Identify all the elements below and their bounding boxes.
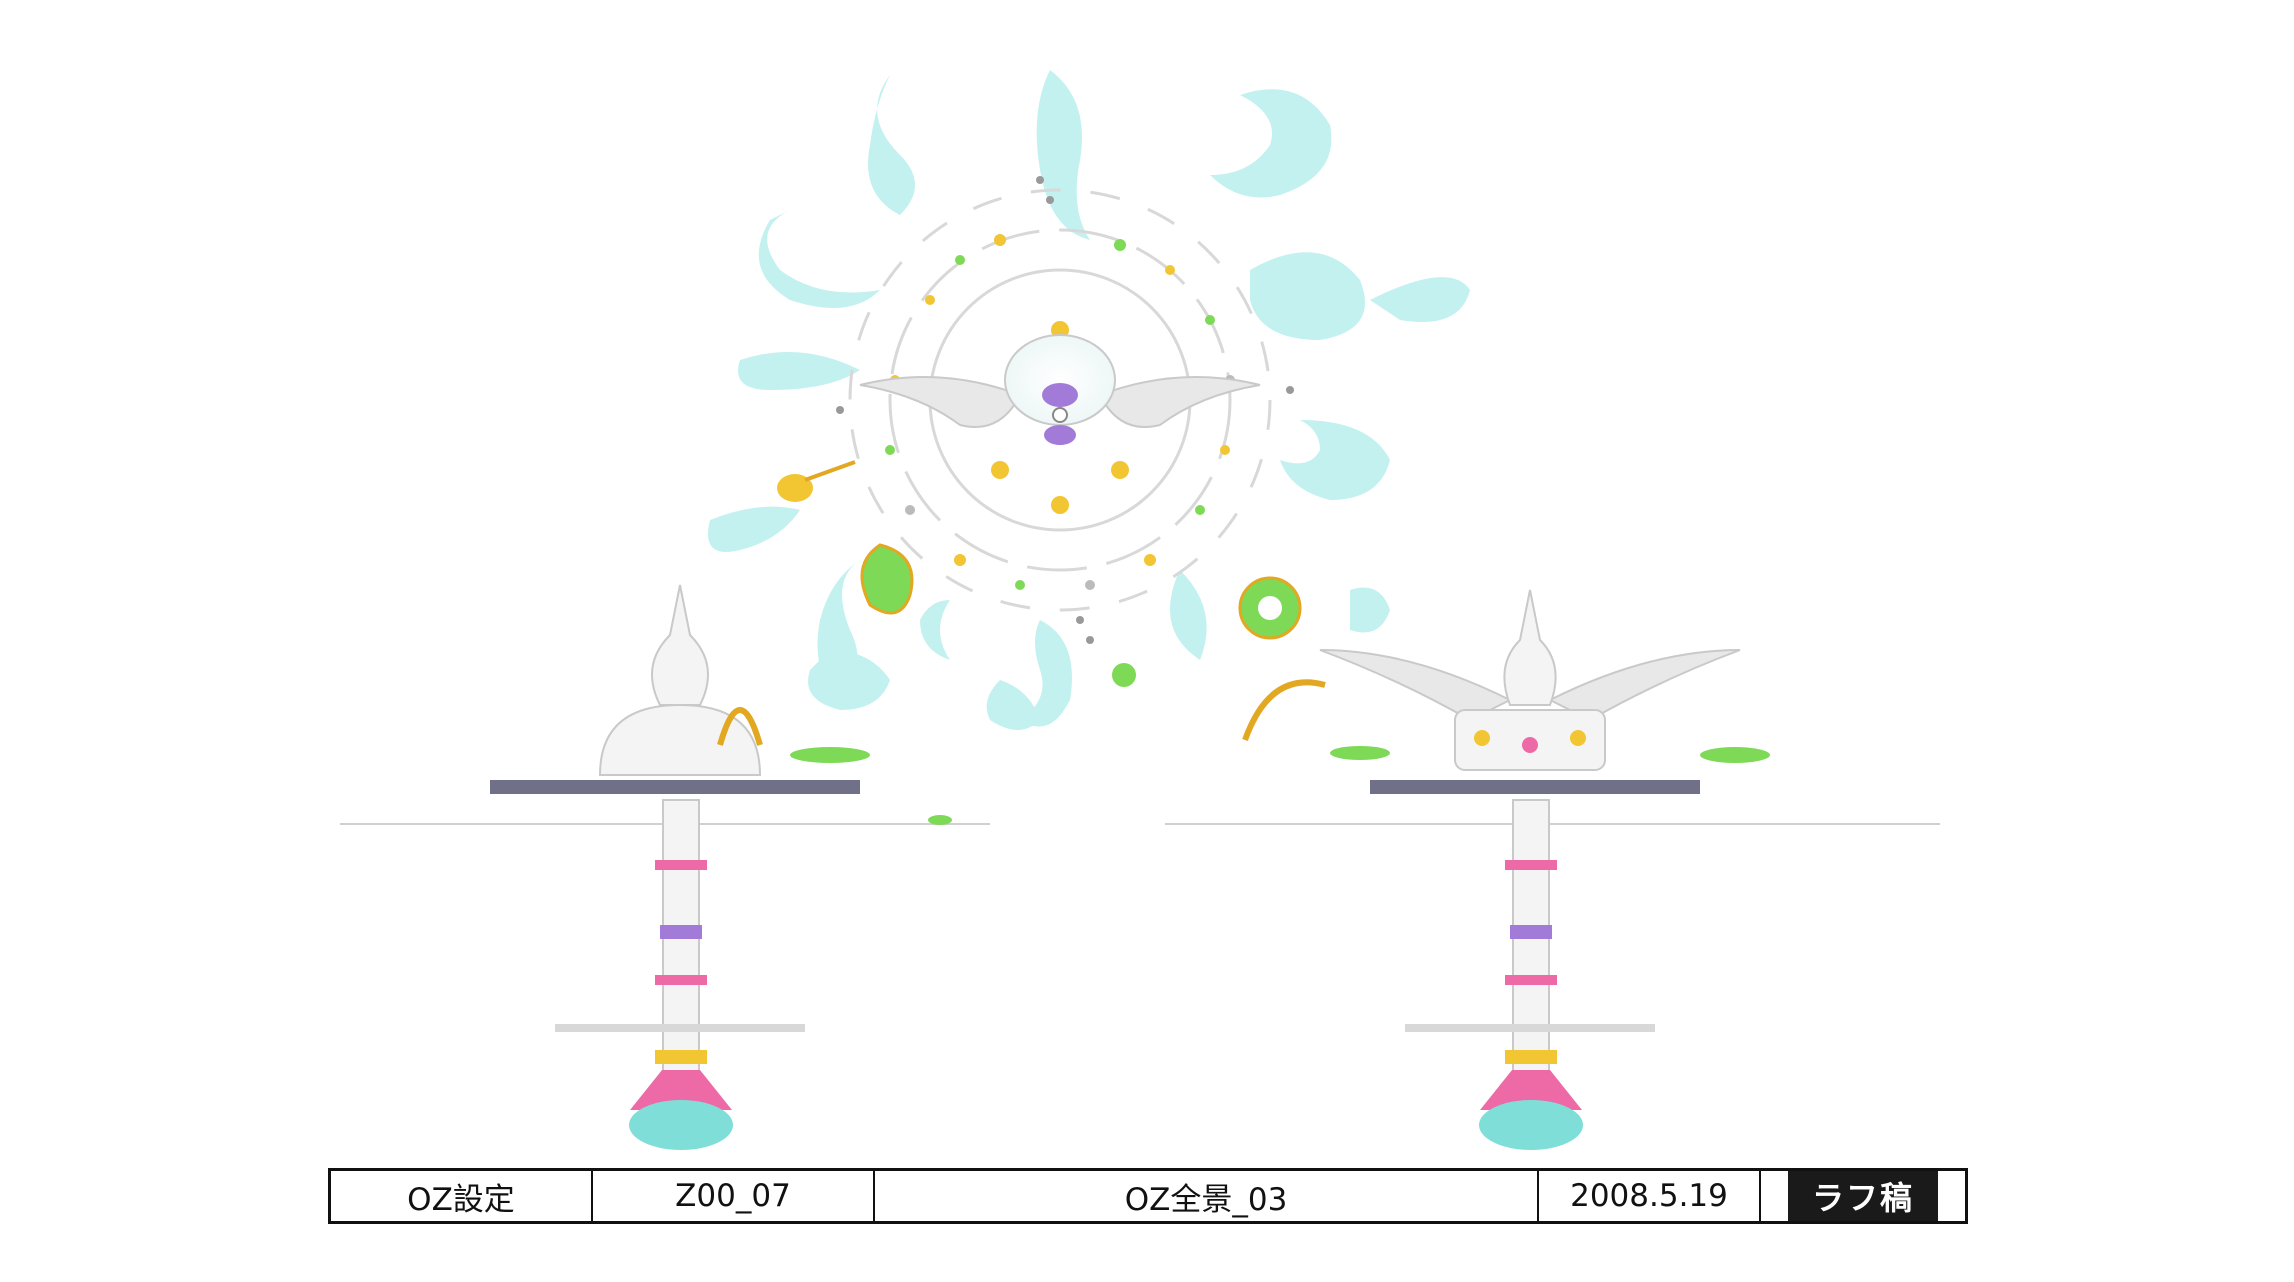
- right-drum-gem: [1474, 730, 1490, 746]
- right-band: [1505, 860, 1557, 870]
- orbit-dot: [1085, 580, 1095, 590]
- orbit-dot: [1114, 239, 1126, 251]
- cloud-swirl: [1280, 420, 1390, 500]
- right-arch: [1242, 679, 1326, 742]
- cloud-swirl: [1170, 570, 1207, 660]
- green-swirl-icon: [860, 543, 914, 615]
- date-label: 2008.5.19: [1570, 1178, 1728, 1214]
- orbit-dot: [1165, 265, 1175, 275]
- right-statue: [1503, 589, 1557, 706]
- right-tower: [1242, 589, 1741, 1150]
- orbit-dot: [1036, 176, 1044, 184]
- golden-violin-icon: [777, 460, 856, 502]
- orbit-dot: [1076, 616, 1084, 624]
- cloud-swirl: [1210, 89, 1332, 198]
- cloud-swirl: [1020, 620, 1072, 727]
- cloud-swirl: [1370, 277, 1470, 322]
- status-cell: ラフ稿: [1761, 1171, 1965, 1221]
- date-cell: 2008.5.19: [1539, 1171, 1761, 1221]
- cloud-swirl: [738, 352, 860, 390]
- left-tower: [490, 584, 860, 1150]
- green-islet: [928, 815, 952, 825]
- orbit-dot: [1220, 445, 1230, 455]
- left-band: [655, 860, 707, 870]
- orbit-dot: [1051, 496, 1069, 514]
- orbit-dot: [925, 295, 935, 305]
- cloud-swirl: [708, 506, 800, 552]
- right-band: [1510, 925, 1552, 939]
- orbit-dot: [1205, 315, 1215, 325]
- central-winged-bird: [859, 334, 1261, 445]
- cloud-swirl: [986, 680, 1040, 730]
- cloud-swirl: [758, 210, 880, 308]
- left-arch: [717, 707, 763, 746]
- orbit-dot: [905, 505, 915, 515]
- code-cell: Z00_07: [593, 1171, 875, 1221]
- cloud-swirl: [1036, 70, 1090, 240]
- right-foot: [1479, 1100, 1583, 1150]
- right-base: [1480, 1070, 1582, 1110]
- status-badge: ラフ稿: [1787, 1171, 1938, 1221]
- right-drum-gem: [1522, 737, 1538, 753]
- orbit-dot: [836, 406, 844, 414]
- orbit-dot: [955, 255, 965, 265]
- bird-eye: [1052, 407, 1068, 423]
- orbit-dot: [1046, 196, 1054, 204]
- right-wing-right: [1547, 649, 1741, 722]
- right-band: [1505, 1050, 1557, 1064]
- left-band: [655, 1050, 707, 1064]
- orbit-dot: [1086, 636, 1094, 644]
- green-islet: [1700, 747, 1770, 763]
- green-islet: [1330, 746, 1390, 760]
- floating-objects: [777, 460, 1302, 687]
- bird-wing-left: [859, 376, 1022, 428]
- orbit-dot: [1195, 505, 1205, 515]
- left-dome: [598, 703, 762, 776]
- orbit-dot: [994, 234, 1006, 246]
- right-band: [1505, 975, 1557, 985]
- green-islet: [790, 747, 870, 763]
- code-label: Z00_07: [675, 1178, 791, 1214]
- name-cell: OZ全景_03: [875, 1171, 1539, 1221]
- orbit-dot: [1015, 580, 1025, 590]
- name-label: OZ全景_03: [1124, 1181, 1288, 1218]
- left-statue: [651, 584, 709, 706]
- bird-gem: [1042, 383, 1078, 407]
- left-band: [655, 975, 707, 985]
- cloud-swirl: [868, 75, 915, 215]
- cloud-swirl: [920, 600, 950, 660]
- cloud-swirls: [708, 70, 1470, 730]
- right-wing-left: [1319, 649, 1513, 722]
- orbit-dot: [991, 461, 1009, 479]
- orbit-dots: [836, 176, 1294, 644]
- right-platform: [1370, 780, 1700, 794]
- project-cell: OZ設定: [331, 1171, 593, 1221]
- left-platform: [490, 780, 860, 794]
- cloud-swirl: [1350, 587, 1390, 633]
- orbit-dot: [1286, 386, 1294, 394]
- orbit-dot: [954, 554, 966, 566]
- orbit-dot: [1144, 554, 1156, 566]
- orbit-dot: [1111, 461, 1129, 479]
- bird-wing-right: [1098, 376, 1261, 428]
- left-base: [630, 1070, 732, 1110]
- green-islets: [790, 746, 1770, 825]
- green-ring-icon: [1238, 576, 1302, 640]
- ring: [848, 188, 1272, 612]
- ring: [888, 228, 1232, 572]
- left-foot: [629, 1100, 733, 1150]
- right-drum-gem: [1570, 730, 1586, 746]
- left-band: [660, 925, 702, 939]
- title-block: OZ設定 Z00_07 OZ全景_03 2008.5.19 ラフ稿: [328, 1168, 1968, 1224]
- green-blob-icon: [1112, 663, 1136, 687]
- bird-tail-gem: [1044, 425, 1076, 445]
- project-label: OZ設定: [407, 1181, 515, 1218]
- orbit-dot: [885, 445, 895, 455]
- cloud-swirl: [1250, 252, 1365, 340]
- cloud-swirl: [808, 650, 890, 710]
